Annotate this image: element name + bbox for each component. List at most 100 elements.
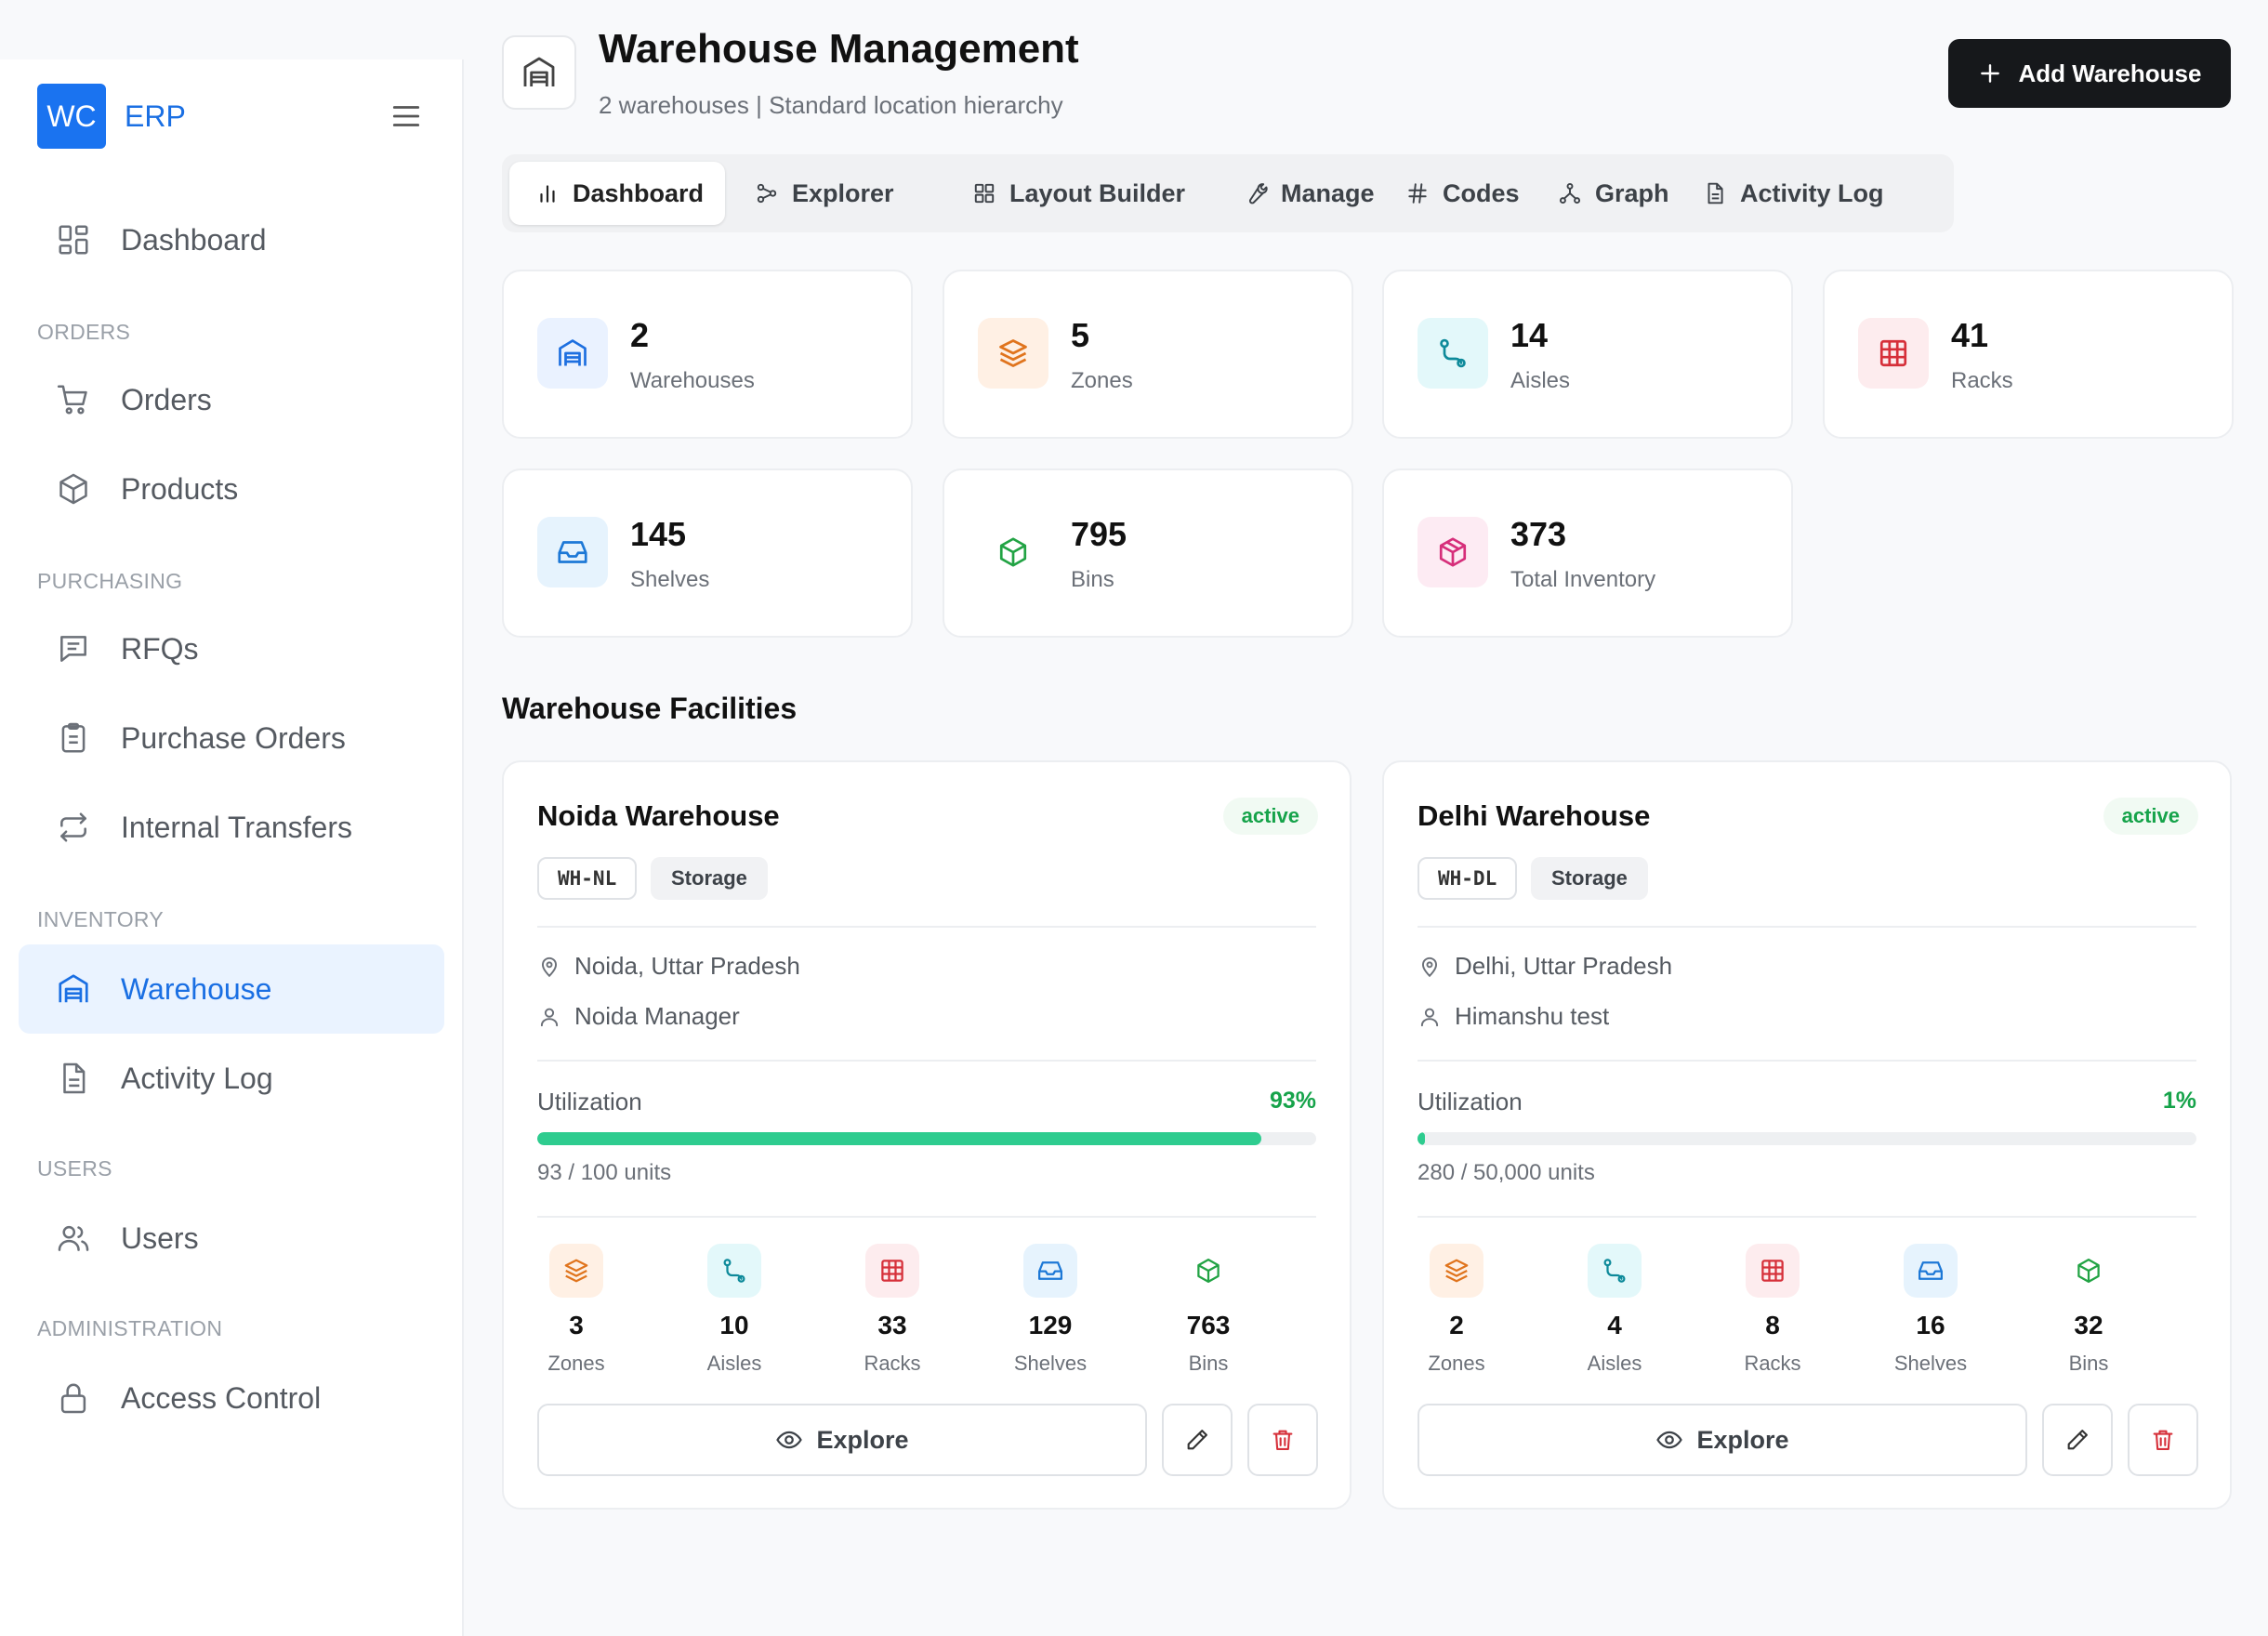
app-logo[interactable]: WC ERP <box>37 84 428 149</box>
tab-manage[interactable]: Manage <box>1218 162 1375 225</box>
document-icon <box>1703 181 1727 205</box>
stat-shelves: 129 Shelves <box>985 1244 1115 1376</box>
explore-button[interactable]: Explore <box>1418 1404 2027 1476</box>
tab-layout-builder[interactable]: Layout Builder <box>946 162 1185 225</box>
tab-activity-log[interactable]: Activity Log <box>1677 162 1884 225</box>
sidebar-item-label: Access Control <box>121 1380 322 1415</box>
dashboard-grid-icon <box>56 222 91 257</box>
location-text: Delhi, Uttar Pradesh <box>1455 952 1673 980</box>
tab-label: Manage <box>1281 178 1375 207</box>
wrench-icon <box>1244 181 1268 205</box>
stat-aisles: 10 Aisles <box>669 1244 799 1376</box>
mini-stat-label: Bins <box>1188 1352 1229 1375</box>
sidebar-item-access-control[interactable]: Access Control <box>19 1353 444 1443</box>
sidebar: WC ERP Dashboard ORDERS Orders Products … <box>0 59 464 1636</box>
mini-stat-value: 3 <box>569 1311 584 1339</box>
sidebar-item-internal-transfers[interactable]: Internal Transfers <box>19 783 444 872</box>
edit-button[interactable] <box>2042 1404 2113 1476</box>
mini-stat-value: 10 <box>719 1311 749 1339</box>
page-subtitle: 2 warehouses | Standard location hierarc… <box>599 91 1063 119</box>
stat-value: 145 <box>630 515 687 553</box>
mini-stat-label: Racks <box>864 1352 921 1375</box>
tab-label: Graph <box>1595 178 1669 207</box>
sidebar-item-warehouse[interactable]: Warehouse <box>19 944 444 1034</box>
explore-button[interactable]: Explore <box>537 1404 1147 1476</box>
mini-stat-label: Shelves <box>1893 1352 1968 1375</box>
mini-stat-value: 2 <box>1449 1311 1464 1339</box>
sidebar-item-dashboard[interactable]: Dashboard <box>19 195 444 284</box>
location-text: Noida, Uttar Pradesh <box>574 952 800 980</box>
stat-label: Warehouses <box>630 368 755 393</box>
utilization-label: Utilization <box>537 1088 642 1115</box>
tab-label: Codes <box>1443 178 1520 207</box>
warehouse-icon <box>56 971 91 1007</box>
pencil-icon <box>1184 1427 1210 1453</box>
stat-card-racks: 41 Racks <box>1823 270 2234 439</box>
stat-bins: 32 Bins <box>2024 1244 2154 1376</box>
stat-label: Racks <box>1951 368 2013 393</box>
transfer-icon <box>56 810 91 845</box>
sidebar-section-administration: ADMINISTRATION <box>37 1316 223 1340</box>
tab-bar: Dashboard Explorer Layout Builder Manage… <box>502 154 1954 232</box>
layers-icon <box>549 1244 603 1298</box>
add-warehouse-button[interactable]: Add Warehouse <box>1948 39 2231 108</box>
tab-codes[interactable]: Codes <box>1379 162 1520 225</box>
bar-chart-icon <box>535 181 560 205</box>
delete-button[interactable] <box>2128 1404 2198 1476</box>
mini-stat-value: 33 <box>877 1311 907 1339</box>
mini-stat-label: Racks <box>1744 1352 1801 1375</box>
page-title: Warehouse Management <box>599 26 1079 72</box>
layout-grid-icon <box>972 181 996 205</box>
sidebar-item-label: Purchase Orders <box>121 720 346 755</box>
sidebar-item-products[interactable]: Products <box>19 444 444 534</box>
tab-dashboard[interactable]: Dashboard <box>509 162 725 225</box>
trash-icon <box>1270 1427 1296 1453</box>
sidebar-item-label: Users <box>121 1220 199 1255</box>
mini-stat-label: Zones <box>1428 1352 1485 1375</box>
inbox-icon <box>1904 1244 1958 1298</box>
warehouse-type-badge: Storage <box>1531 857 1648 900</box>
tab-label: Layout Builder <box>1009 178 1186 207</box>
document-icon <box>56 1061 91 1096</box>
sidebar-item-purchase-orders[interactable]: Purchase Orders <box>19 693 444 783</box>
tab-explorer[interactable]: Explorer <box>729 162 894 225</box>
warehouse-code-badge: WH-DL <box>1418 857 1518 900</box>
stat-value: 2 <box>630 316 650 354</box>
status-badge: active <box>1222 798 1318 835</box>
cube-icon <box>1181 1244 1235 1298</box>
sidebar-item-label: Internal Transfers <box>121 810 352 844</box>
stat-value: 795 <box>1071 515 1127 553</box>
explore-label: Explore <box>1696 1425 1789 1454</box>
stat-bins: 763 Bins <box>1143 1244 1273 1376</box>
stat-zones: 3 Zones <box>511 1244 641 1376</box>
hash-icon <box>1405 181 1430 205</box>
stat-value: 373 <box>1510 515 1567 553</box>
utilization-progress-bar <box>537 1132 1316 1145</box>
sidebar-section-orders: ORDERS <box>37 320 131 344</box>
stat-label: Aisles <box>1510 368 1571 393</box>
stat-aisles: 4 Aisles <box>1549 1244 1680 1376</box>
sidebar-item-orders[interactable]: Orders <box>19 355 444 444</box>
sidebar-section-purchasing: PURCHASING <box>37 569 183 593</box>
delete-button[interactable] <box>1247 1404 1318 1476</box>
add-warehouse-label: Add Warehouse <box>2018 59 2202 87</box>
stat-card-zones: 5 Zones <box>943 270 1353 439</box>
utilization-units: 280 / 50,000 units <box>1418 1160 1595 1185</box>
warehouse-manager: Noida Manager <box>537 1002 740 1031</box>
sidebar-item-activity-log[interactable]: Activity Log <box>19 1034 444 1123</box>
sidebar-item-users[interactable]: Users <box>19 1194 444 1283</box>
warehouse-type-badge: Storage <box>651 857 768 900</box>
sidebar-item-label: RFQs <box>121 631 199 666</box>
box-icon <box>56 471 91 507</box>
warehouse-card: Noida Warehouse active WH-NL Storage Noi… <box>502 760 1352 1510</box>
mini-stat-value: 32 <box>2074 1311 2103 1339</box>
warehouse-icon <box>537 318 608 389</box>
edit-button[interactable] <box>1162 1404 1233 1476</box>
sidebar-item-rfqs[interactable]: RFQs <box>19 604 444 693</box>
stat-racks: 8 Racks <box>1708 1244 1838 1376</box>
tab-graph[interactable]: Graph <box>1532 162 1669 225</box>
hamburger-menu-icon[interactable] <box>389 99 424 134</box>
sidebar-item-label: Activity Log <box>121 1061 273 1095</box>
utilization-units: 93 / 100 units <box>537 1160 672 1185</box>
map-pin-icon <box>1418 955 1442 979</box>
